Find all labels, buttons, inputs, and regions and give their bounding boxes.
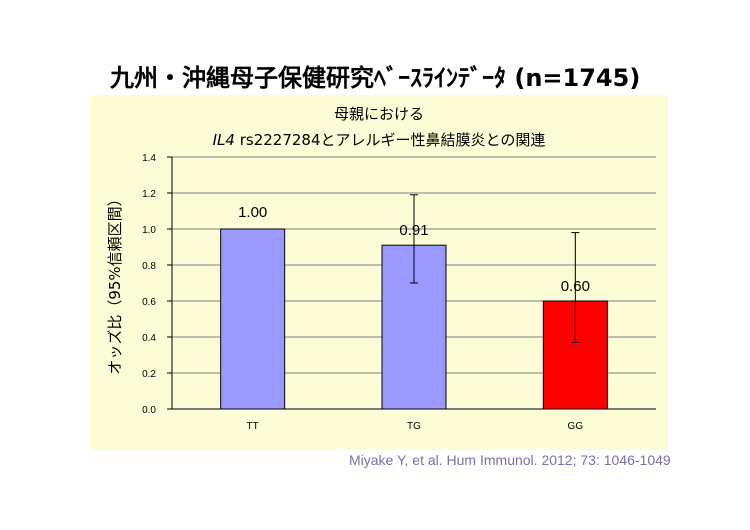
value-label: 0.91 xyxy=(399,222,428,239)
x-tick-label: TG xyxy=(407,421,421,432)
y-tick-label: 0.2 xyxy=(142,369,156,380)
bar-chart: 0.0 0.2 0.4 0.6 0.8 1.0 1.2 1.4 オッズ比（95%信頼区間） 1.0… xyxy=(106,153,656,432)
y-tick-label: 0.4 xyxy=(142,333,156,344)
chart-title-gene: IL4 xyxy=(212,131,235,149)
value-label: 0.60 xyxy=(561,278,590,295)
chart-title-line2: IL4 rs2227284とアレルギー性鼻結膜炎との関連 xyxy=(90,129,668,150)
x-tick-label: GG xyxy=(568,421,584,432)
y-tick-label: 1.4 xyxy=(142,153,156,164)
y-tick-label: 1.0 xyxy=(142,225,156,236)
chart-title-line1: 母親における xyxy=(333,105,424,123)
x-tick-label: TT xyxy=(247,421,259,432)
chart-title-rest: rs2227284とアレルギー性鼻結膜炎との関連 xyxy=(234,131,546,149)
y-tick-label: 0.8 xyxy=(142,261,156,272)
bar-tt xyxy=(220,228,286,410)
slide-title: 九州・沖縄母子保健研究ﾍﾞｰｽﾗｲﾝﾃﾞｰﾀ (n=1745) xyxy=(110,64,641,92)
y-axis-label: オッズ比（95%信頼区間） xyxy=(106,191,124,374)
y-tick-label: 0.6 xyxy=(142,297,156,308)
value-label: 1.00 xyxy=(238,204,267,221)
citation: Miyake Y, et al. Hum Immunol. 2012; 73: … xyxy=(349,452,671,468)
y-tick-label: 1.2 xyxy=(142,189,156,200)
y-tick-label: 0.0 xyxy=(142,405,156,416)
